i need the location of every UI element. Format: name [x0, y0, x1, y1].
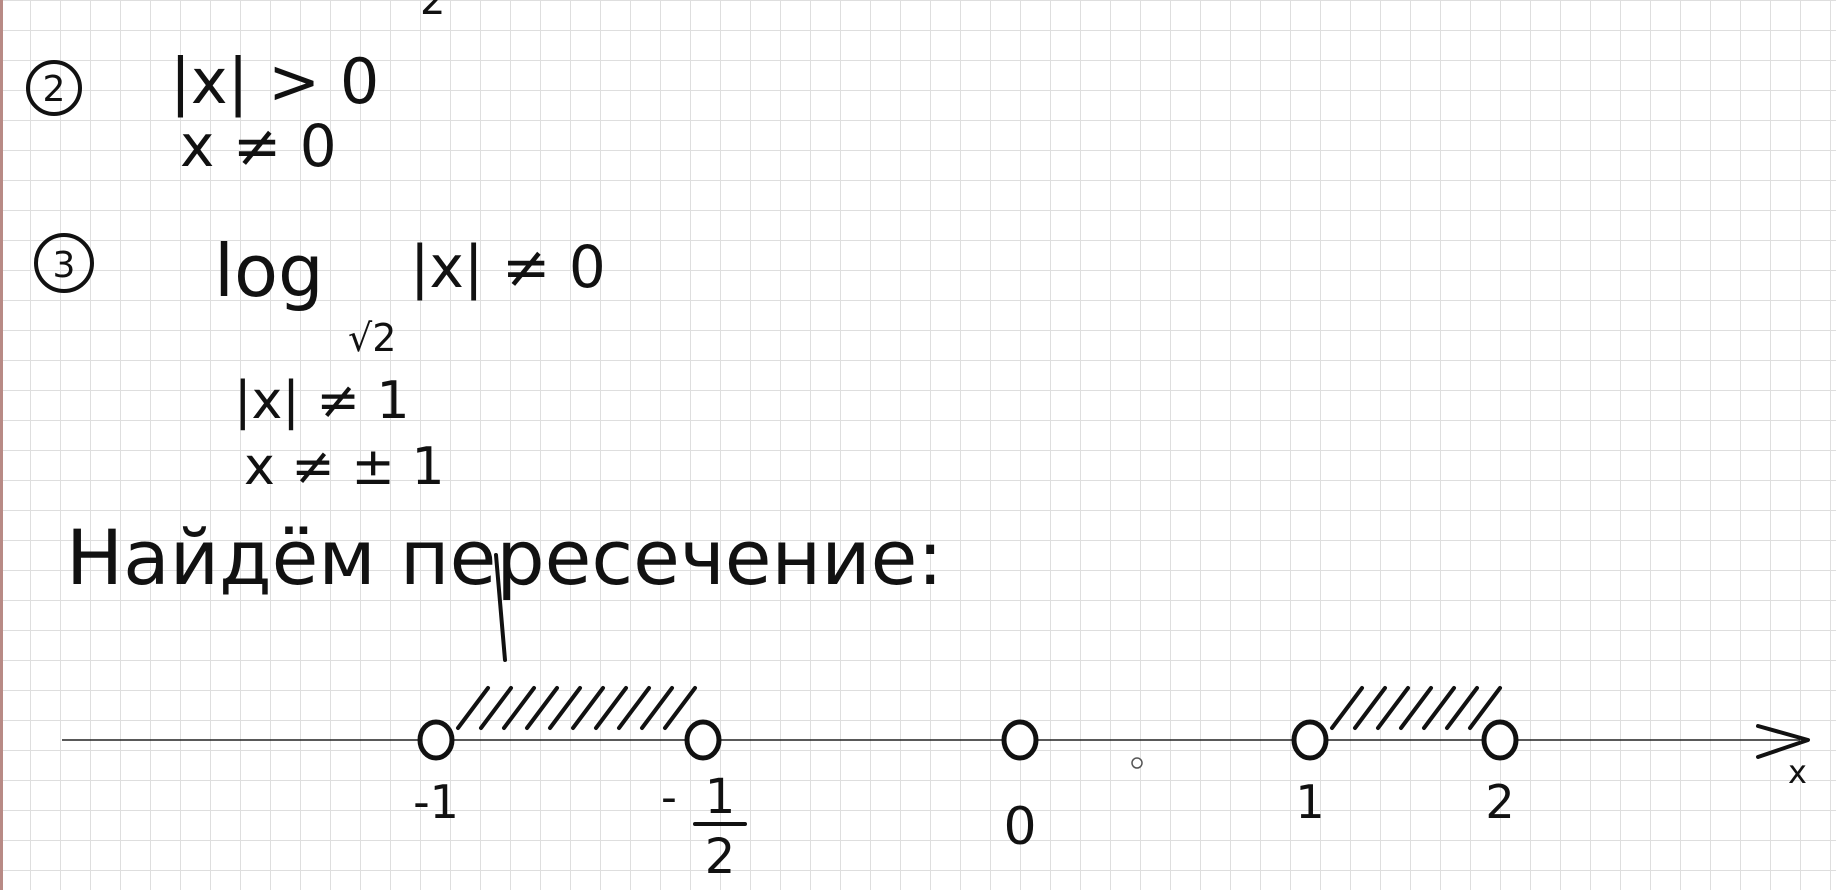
hatch-stroke	[617, 686, 651, 730]
point-label--1: -1	[413, 775, 459, 829]
point-label-2: 2	[1485, 775, 1514, 829]
log-word: log	[214, 229, 324, 313]
hatch-stroke	[640, 686, 674, 730]
hatch-stroke	[548, 686, 582, 730]
hatch-stroke	[1399, 686, 1433, 730]
page-left-edge	[0, 0, 3, 890]
hatch-stroke	[663, 686, 697, 730]
open-point--1	[417, 719, 455, 761]
axis-label: x	[1788, 753, 1807, 791]
hatched-interval-1	[456, 686, 697, 730]
condition-2: 2 |x| > 0 x ≠ 0	[26, 45, 379, 180]
hatch-stroke	[1330, 686, 1364, 730]
hatch-stroke	[571, 686, 605, 730]
number-line: x -1-12 0 1 2	[62, 686, 1810, 885]
hatch-stroke	[1422, 686, 1456, 730]
point-label-1: 1	[1295, 775, 1324, 829]
condition-2-number: 2	[43, 69, 66, 110]
condition-2-circle	[26, 60, 82, 116]
condition-2-line-2: x ≠ 0	[180, 112, 337, 180]
hatch-stroke	[479, 686, 513, 730]
number-line-points	[417, 719, 1519, 761]
heading-stray-stroke	[494, 553, 507, 662]
fraction-numerator: 1	[705, 769, 736, 825]
axis-arrow-icon	[1756, 724, 1810, 759]
hatched-intervals	[456, 686, 1502, 730]
log-argument: |x| ≠ 0	[410, 233, 606, 301]
open-point-1	[1291, 719, 1329, 761]
hatch-stroke	[1353, 686, 1387, 730]
condition-3-line-3: x ≠ ± 1	[244, 437, 445, 497]
fraction-denominator: 2	[705, 829, 736, 885]
condition-3-line-2: |x| ≠ 1	[234, 371, 410, 431]
condition-3-circle	[34, 233, 94, 293]
condition-2-line-1: |x| > 0	[170, 45, 379, 119]
number-line-labels: -1-12 0 1 2	[413, 769, 1515, 885]
fraction-label--0_5: -12	[661, 769, 747, 885]
condition-3: 3 log √2 |x| ≠ 0 |x| ≠ 1 x ≠ ± 1	[34, 229, 606, 497]
condition-3-number: 3	[53, 245, 76, 286]
hatch-stroke	[525, 686, 559, 730]
hatch-stroke	[502, 686, 536, 730]
hatch-stroke	[456, 686, 490, 730]
tiny-dot-icon	[1131, 757, 1143, 769]
open-point--0_5	[684, 719, 722, 761]
open-point-0	[1001, 719, 1039, 761]
fraction-sign: -	[661, 772, 677, 823]
point-label-0: 0	[1003, 797, 1036, 857]
hatched-interval-2	[1330, 686, 1502, 730]
open-point-2	[1481, 719, 1519, 761]
top-cut-digit: 2	[420, 0, 445, 24]
log-base: √2	[348, 316, 396, 360]
intersection-heading: Найдём пересечение:	[66, 513, 943, 602]
hatch-stroke	[594, 686, 628, 730]
hatch-stroke	[1376, 686, 1410, 730]
hatch-stroke	[1445, 686, 1479, 730]
hatch-stroke	[1468, 686, 1502, 730]
